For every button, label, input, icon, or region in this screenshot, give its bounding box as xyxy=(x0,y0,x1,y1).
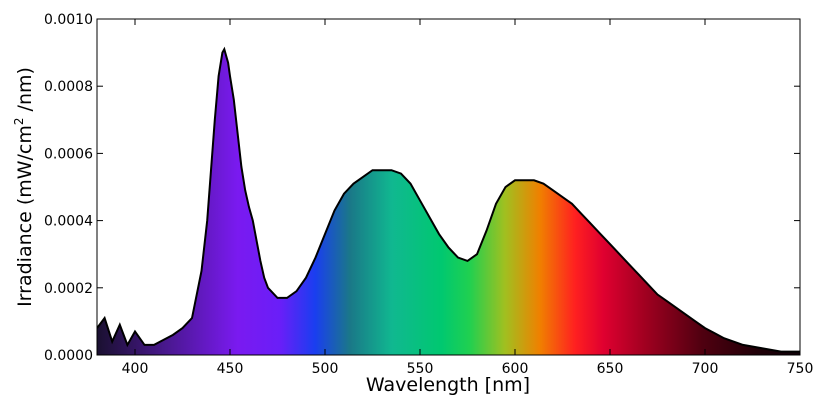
x-tick-label: 550 xyxy=(407,361,434,377)
x-tick-label: 500 xyxy=(312,361,339,377)
y-axis: 0.0000 0.0002 0.0004 0.0006 0.0008 0.0010 xyxy=(44,12,800,364)
y-tick-label: 0.0006 xyxy=(44,146,93,162)
y-tick-label: 0.0000 xyxy=(44,348,93,364)
x-tick-label: 400 xyxy=(122,361,149,377)
y-tick-label: 0.0010 xyxy=(44,12,93,28)
y-axis-label: Irradiance (mW/cm2 /nm) xyxy=(12,67,36,307)
x-axis: 400 450 500 550 600 650 700 750 xyxy=(122,19,814,377)
x-tick-label: 450 xyxy=(217,361,244,377)
plot-frame xyxy=(96,18,801,356)
y-tick-label: 0.0004 xyxy=(44,214,93,230)
x-tick-label: 650 xyxy=(597,361,624,377)
y-tick-label: 0.0002 xyxy=(44,281,93,297)
x-tick-label: 600 xyxy=(502,361,529,377)
spectrum-fill xyxy=(97,49,800,355)
x-axis-label: Wavelength [nm] xyxy=(366,374,530,396)
x-tick-label: 750 xyxy=(787,361,814,377)
y-tick-label: 0.0008 xyxy=(44,79,93,95)
x-tick-label: 700 xyxy=(692,361,719,377)
spectrum-line xyxy=(97,46,800,353)
